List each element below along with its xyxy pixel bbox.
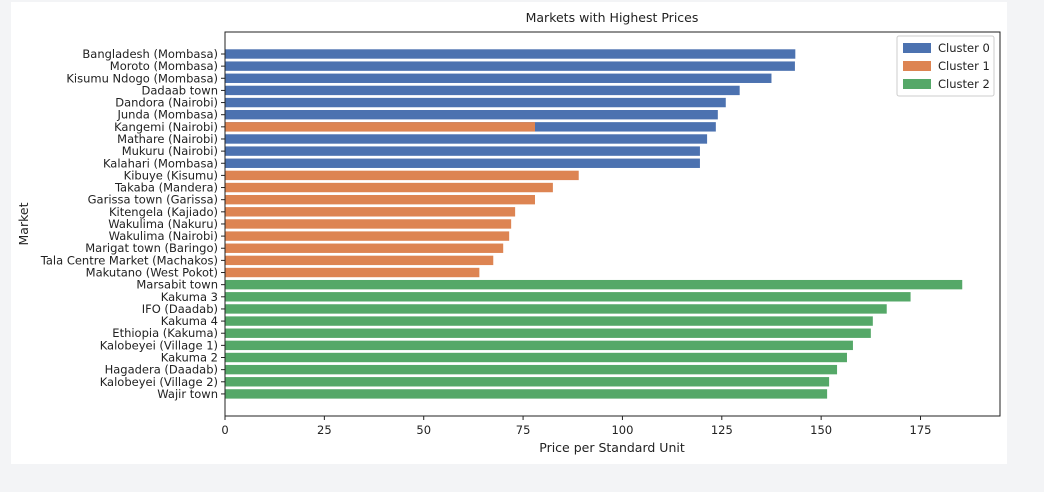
bar-wakulima-nairobi-cluster-1 bbox=[225, 231, 510, 241]
bar-kitengela-kajiado-cluster-1 bbox=[225, 207, 516, 217]
bar-moroto-mombasa-cluster-0 bbox=[225, 61, 795, 71]
bar-kalobeyei-village-2-cluster-2 bbox=[225, 377, 830, 387]
y-tick-label: Moroto (Mombasa) bbox=[110, 59, 218, 73]
x-tick-label: 50 bbox=[416, 423, 431, 437]
bar-mathare-nairobi-cluster-0 bbox=[225, 134, 708, 144]
y-tick-label: Dandora (Nairobi) bbox=[115, 96, 218, 110]
y-tick-label: Dadaab town bbox=[142, 83, 219, 97]
legend-label-cluster-1: Cluster 1 bbox=[938, 59, 990, 73]
legend-swatch-cluster-2 bbox=[903, 79, 931, 89]
x-tick-label: 125 bbox=[711, 423, 733, 437]
x-axis-label: Price per Standard Unit bbox=[539, 440, 685, 455]
bar-kisumu-ndogo-mombasa-cluster-0 bbox=[225, 73, 772, 83]
x-tick-label: 75 bbox=[516, 423, 531, 437]
x-tick-label: 0 bbox=[221, 423, 228, 437]
y-tick-label: Kalobeyei (Village 2) bbox=[100, 375, 218, 389]
y-tick-label: Mukuru (Nairobi) bbox=[122, 144, 218, 158]
bar-ethiopia-kakuma-cluster-2 bbox=[225, 328, 871, 338]
y-axis: Bangladesh (Mombasa)Moroto (Mombasa)Kisu… bbox=[40, 47, 225, 401]
bar-hagadera-daadab-cluster-2 bbox=[225, 364, 838, 375]
bar-chart: Markets with Highest Prices Bangladesh (… bbox=[16, 10, 1001, 455]
y-tick-label: Wajir town bbox=[157, 387, 218, 401]
bar-wakulima-nakuru-cluster-1 bbox=[225, 219, 512, 229]
y-tick-label: Kitengela (Kajiado) bbox=[109, 205, 218, 219]
bar-takaba-mandera-cluster-1 bbox=[225, 182, 553, 193]
bar-mukuru-nairobi-cluster-0 bbox=[225, 146, 700, 156]
y-tick-label: Kibuye (Kisumu) bbox=[124, 168, 218, 182]
bar-makutano-west-pokot-cluster-1 bbox=[225, 267, 480, 278]
y-tick-label: Kakuma 4 bbox=[161, 314, 218, 328]
bar-marigat-town-baringo-cluster-1 bbox=[225, 243, 504, 253]
bar-kakuma-4-cluster-2 bbox=[225, 316, 873, 326]
y-tick-label: Garissa town (Garissa) bbox=[88, 193, 218, 207]
bar-garissa-town-garissa-cluster-1 bbox=[225, 194, 535, 205]
bar-dandora-nairobi-cluster-0 bbox=[225, 97, 726, 108]
x-tick-label: 175 bbox=[910, 423, 932, 437]
y-tick-label: Marsabit town bbox=[136, 278, 218, 292]
legend-swatch-cluster-0 bbox=[903, 43, 931, 53]
bar-ifo-daadab-cluster-2 bbox=[225, 304, 887, 314]
chart-panel: Markets with Highest Prices Bangladesh (… bbox=[11, 2, 1007, 464]
bar-marsabit-town-cluster-2 bbox=[225, 279, 963, 290]
y-tick-label: Kalobeyei (Village 1) bbox=[100, 338, 218, 352]
bar-kibuye-kisumu-cluster-1 bbox=[225, 170, 579, 181]
y-axis-label: Market bbox=[16, 202, 31, 245]
x-axis: 0 25 50 75 100 125 150 175 bbox=[221, 416, 931, 437]
bar-kakuma-2-cluster-2 bbox=[225, 352, 847, 363]
y-tick-label: Bangladesh (Mombasa) bbox=[82, 47, 218, 61]
y-tick-label: Junda (Mombasa) bbox=[117, 108, 219, 122]
x-tick-label: 150 bbox=[810, 423, 832, 437]
x-tick-label: 100 bbox=[611, 423, 633, 437]
bar-dadaab-town-cluster-0 bbox=[225, 85, 740, 96]
bar-junda-mombasa-cluster-0 bbox=[225, 110, 718, 120]
y-tick-label: Kakuma 3 bbox=[161, 290, 218, 304]
bars-layer bbox=[225, 49, 963, 399]
bar-kalahari-mombasa-cluster-0 bbox=[225, 158, 700, 168]
y-tick-label: Wakulima (Nairobi) bbox=[109, 229, 218, 243]
y-tick-label: Kalahari (Mombasa) bbox=[103, 156, 218, 170]
y-tick-label: Makutano (West Pokot) bbox=[86, 266, 218, 280]
y-tick-label: Tala Centre Market (Machakos) bbox=[40, 253, 218, 267]
bar-bangladesh-mombasa-cluster-0 bbox=[225, 49, 796, 59]
y-tick-label: Mathare (Nairobi) bbox=[117, 132, 218, 146]
legend-label-cluster-2: Cluster 2 bbox=[938, 77, 990, 91]
y-tick-label: Kangemi (Nairobi) bbox=[114, 120, 218, 134]
y-tick-label: IFO (Daadab) bbox=[142, 302, 218, 316]
legend: Cluster 0 Cluster 1 Cluster 2 bbox=[896, 35, 995, 97]
y-tick-label: Ethiopia (Kakuma) bbox=[112, 326, 218, 340]
bar-kakuma-3-cluster-2 bbox=[225, 292, 911, 302]
bar-kangemi-nairobi-cluster-1 bbox=[225, 122, 535, 132]
y-tick-label: Wakulima (Nakuru) bbox=[108, 217, 218, 231]
legend-swatch-cluster-1 bbox=[903, 61, 931, 71]
bar-wajir-town-cluster-2 bbox=[225, 389, 828, 399]
chart-title: Markets with Highest Prices bbox=[526, 10, 699, 25]
y-tick-label: Marigat town (Baringo) bbox=[85, 241, 218, 255]
y-tick-label: Kisumu Ndogo (Mombasa) bbox=[66, 71, 218, 85]
legend-label-cluster-0: Cluster 0 bbox=[938, 41, 990, 55]
y-tick-label: Takaba (Mandera) bbox=[114, 181, 218, 195]
bar-kalobeyei-village-1-cluster-2 bbox=[225, 340, 853, 351]
y-tick-label: Kakuma 2 bbox=[161, 351, 218, 365]
x-tick-label: 25 bbox=[317, 423, 332, 437]
y-tick-label: Hagadera (Daadab) bbox=[105, 363, 218, 377]
bar-tala-centre-market-machakos-cluster-1 bbox=[225, 255, 494, 266]
